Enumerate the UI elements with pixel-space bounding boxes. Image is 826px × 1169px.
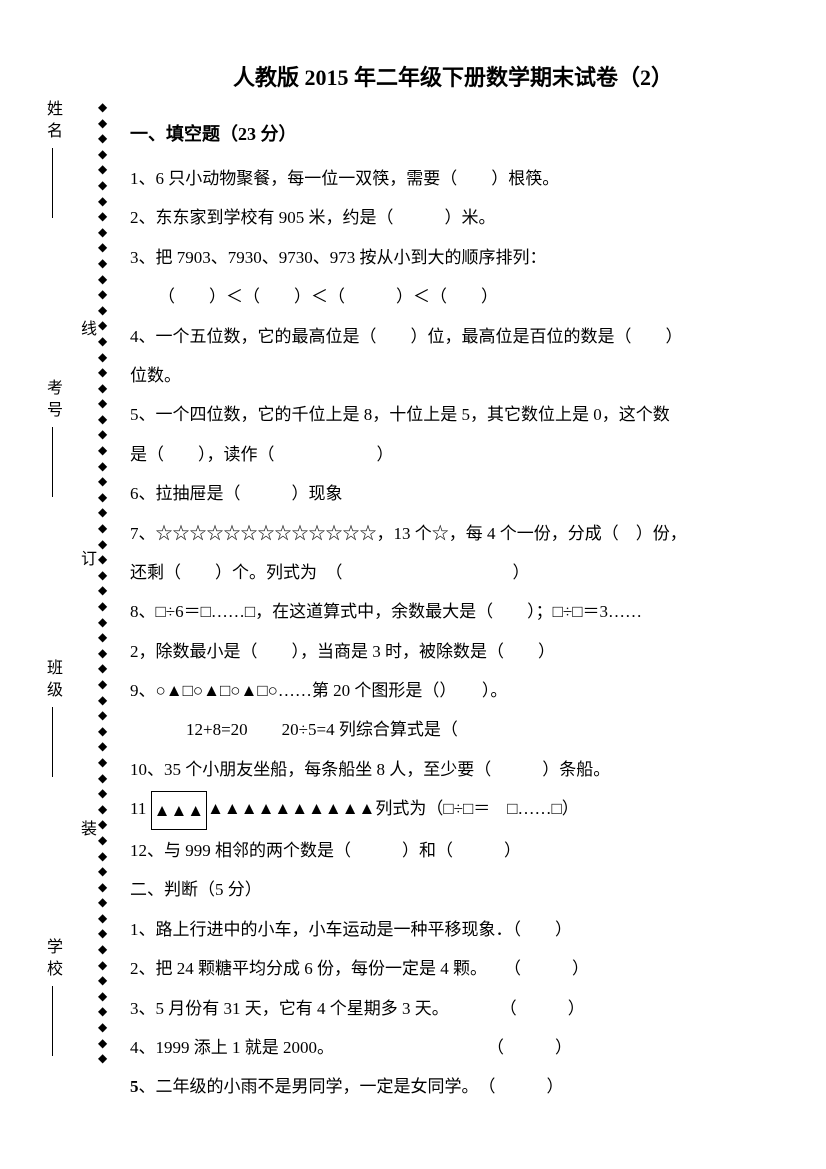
q4-line2: 位数。 — [130, 357, 776, 394]
q8-line2: 2，除数最小是（ ），当商是 3 时，被除数是（ ） — [130, 633, 776, 670]
s2-q4: 4、1999 添上 1 就是 2000。 （ ） — [130, 1029, 776, 1066]
s2-q2: 2、把 24 颗糖平均分成 6 份，每份一定是 4 颗。 （ ） — [130, 950, 776, 987]
page-title: 人教版 2015 年二年级下册数学期末试卷（2） — [130, 60, 776, 92]
diamond-border: for (let i = 0; i < 62; i++) document.wr… — [98, 100, 107, 1067]
q8-line1: 8、□÷6＝□……□，在这道算式中，余数最大是（ ）；□÷□＝3…… — [130, 593, 776, 630]
q6: 6、拉抽屉是（ ）现象 — [130, 475, 776, 512]
q11-num: 11 — [130, 799, 151, 818]
s2-q5-num: 5 — [130, 1077, 139, 1096]
section2-header: 二、判断（5 分） — [130, 871, 776, 908]
section1-header: 一、填空题（23 分） — [130, 120, 776, 146]
q9-line2: 12+8=20 20÷5=4 列综合算式是（ — [130, 711, 776, 748]
q4-line1: 4、一个五位数，它的最高位是（ ）位，最高位是百位的数是（ ） — [130, 318, 776, 355]
s2-q5: 5、二年级的小雨不是男同学，一定是女同学。 （ ） — [130, 1068, 776, 1105]
q9-line1: 9、○▲□○▲□○▲□○……第 20 个图形是（） ）。 — [130, 672, 776, 709]
label-examno: 考号 — [40, 379, 64, 423]
q5-line2: 是（ ），读作（ ） — [130, 436, 776, 473]
q11: 11 ▲▲▲▲▲▲▲▲▲▲▲▲▲列式为（□÷□＝ □……□） — [130, 790, 776, 830]
s2-q1: 1、路上行进中的小车，小车运动是一种平移现象．（ ） — [130, 911, 776, 948]
q11-rest: ▲▲▲▲▲▲▲▲▲▲列式为（□÷□＝ □……□） — [207, 799, 579, 818]
q12: 12、与 999 相邻的两个数是（ ）和（ ） — [130, 832, 776, 869]
binding-xian: 线 — [74, 320, 98, 336]
q1: 1、6 只小动物聚餐，每一位一双筷，需要（ ）根筷。 — [130, 160, 776, 197]
label-school: 学校 — [40, 938, 64, 982]
q3-line2: （ ）＜（ ）＜（ ）＜（ ） — [130, 278, 776, 315]
label-class: 班级 — [40, 659, 64, 703]
q11-boxed-triangles: ▲▲▲ — [151, 791, 207, 830]
fill-line — [52, 707, 53, 777]
q2: 2、东东家到学校有 905 米，约是（ ）米。 — [130, 199, 776, 236]
s2-q3: 3、5 月份有 31 天，它有 4 个星期多 3 天。 （ ） — [130, 990, 776, 1027]
exam-page: 人教版 2015 年二年级下册数学期末试卷（2） 一、填空题（23 分） 1、6… — [0, 0, 826, 1138]
label-name: 姓名 — [40, 100, 64, 144]
binding-sidebar: for (let i = 0; i < 62; i++) document.wr… — [20, 100, 120, 1100]
fill-line — [52, 986, 53, 1056]
binding-ding: 订 — [74, 550, 98, 566]
q10: 10、35 个小朋友坐船，每条船坐 8 人，至少要（ ）条船。 — [130, 751, 776, 788]
q3-line1: 3、把 7903、7930、9730、973 按从小到大的顺序排列： — [130, 239, 776, 276]
fill-line — [52, 148, 53, 218]
binding-zhuang: 装 — [74, 820, 98, 836]
s2-q5-text: 、二年级的小雨不是男同学，一定是女同学。 （ ） — [139, 1077, 564, 1096]
fill-line — [52, 427, 53, 497]
q5-line1: 5、一个四位数，它的千位上是 8，十位上是 5，其它数位上是 0，这个数 — [130, 396, 776, 433]
student-info-labels: 学校 班级 考号 姓名 — [40, 100, 64, 1060]
q7-line1: 7、☆☆☆☆☆☆☆☆☆☆☆☆☆，13 个☆，每 4 个一份，分成（ ）份， — [130, 515, 776, 552]
q7-line2: 还剩（ ）个。列式为 （ ） — [130, 554, 776, 591]
